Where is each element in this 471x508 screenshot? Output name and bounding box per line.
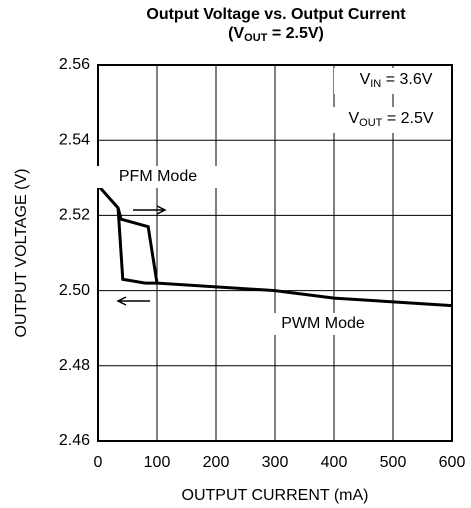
data-line — [116, 207, 157, 285]
y-tick-label: 2.56 — [59, 56, 90, 73]
annotation: PWM Mode — [281, 315, 365, 332]
condition-main: V — [360, 71, 371, 88]
condition-main: V — [348, 110, 359, 127]
condition-rest: = 2.5V — [382, 110, 433, 127]
subtitle-main: (V — [228, 25, 244, 42]
x-tick-label: 0 — [94, 454, 103, 471]
condition: VIN = 3.6V — [360, 71, 433, 90]
condition-bg — [329, 107, 441, 133]
arrow-head — [116, 296, 127, 306]
condition-sub: IN — [370, 78, 381, 90]
chart-title: Output Voltage vs. Output Current — [146, 6, 406, 23]
x-tick-label: 400 — [321, 454, 348, 471]
plot-frame — [97, 64, 453, 442]
condition: VOUT = 2.5V — [348, 110, 433, 129]
x-tick-label: 200 — [203, 454, 230, 471]
y-tick-label: 2.50 — [59, 282, 90, 299]
condition-sub: OUT — [359, 117, 383, 129]
subtitle-rest: = 2.5V) — [267, 25, 323, 42]
x-tick-label: 100 — [144, 454, 171, 471]
y-tick-label: 2.54 — [59, 131, 90, 148]
x-tick-label: 500 — [380, 454, 407, 471]
y-tick-label: 2.48 — [59, 357, 90, 374]
chart-subtitle: (VOUT = 2.5V) — [228, 25, 324, 44]
x-axis-label: OUTPUT CURRENT (mA) — [182, 487, 369, 504]
condition-bg — [334, 68, 446, 94]
x-tick-label: 300 — [262, 454, 289, 471]
y-axis-label: OUTPUT VOLTAGE (V) — [13, 169, 30, 338]
annotation-bg — [265, 313, 381, 335]
x-tick-label: 600 — [439, 454, 466, 471]
arrow-head — [156, 205, 167, 215]
annotation-bg — [93, 166, 223, 188]
condition-rest: = 3.6V — [381, 71, 432, 88]
y-tick-label: 2.46 — [59, 432, 90, 449]
annotation: PFM Mode — [119, 168, 197, 185]
y-tick-label: 2.52 — [59, 207, 90, 224]
subtitle-sub: OUT — [244, 32, 268, 44]
